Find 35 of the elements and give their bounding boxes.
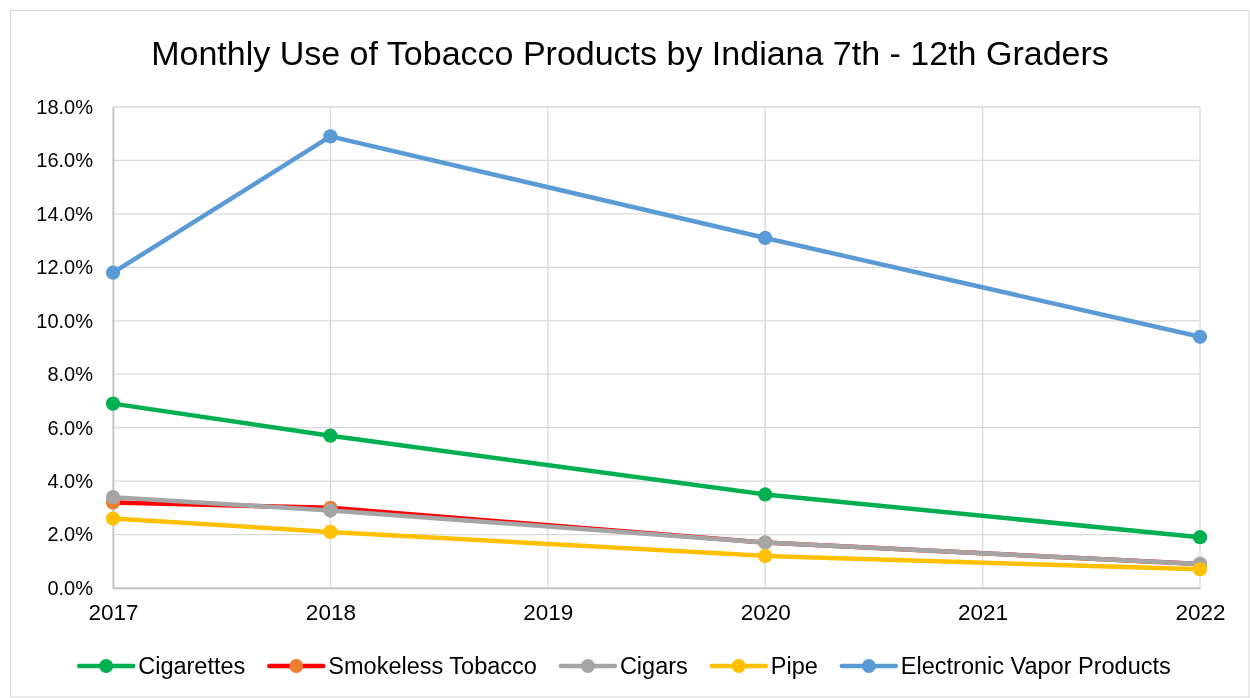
y-tick-label: 18.0% — [36, 95, 94, 118]
y-tick-label: 0.0% — [47, 576, 94, 599]
y-tick-label: 16.0% — [36, 149, 94, 172]
y-tick-label: 12.0% — [36, 256, 94, 279]
x-tick-label: 2021 — [958, 599, 1009, 625]
x-tick-label: 2017 — [88, 599, 139, 625]
x-tick-label: 2020 — [740, 599, 791, 625]
legend-label: Electronic Vapor Products — [900, 653, 1171, 680]
x-tick-label: 2018 — [305, 599, 356, 625]
x-tick-label: 2022 — [1175, 599, 1226, 625]
y-tick-label: 4.0% — [47, 470, 94, 493]
y-tick-label: 2.0% — [47, 523, 94, 546]
point — [758, 487, 773, 502]
point — [105, 490, 121, 505]
y-tick-label: 6.0% — [47, 416, 94, 439]
point — [105, 265, 121, 280]
point — [1192, 329, 1208, 344]
legend-label: Cigars — [619, 653, 688, 680]
point — [1192, 530, 1208, 545]
point — [323, 129, 338, 144]
y-tick-label: 14.0% — [36, 202, 94, 225]
legend-label: Cigarettes — [138, 653, 246, 680]
point — [105, 511, 121, 526]
point — [1192, 562, 1208, 577]
point — [758, 230, 773, 246]
legend-label: Pipe — [770, 653, 818, 680]
chart-title: Monthly Use of Tobacco Products by Indiana 7th - 12th Graders — [151, 34, 1109, 72]
point — [105, 396, 121, 411]
legend-label: Smokeless Tobacco — [328, 653, 537, 680]
point — [323, 524, 338, 540]
y-tick-label: 10.0% — [36, 309, 94, 332]
point — [758, 548, 773, 564]
x-tick-label: 2019 — [523, 599, 574, 625]
point — [323, 428, 338, 443]
y-tick-label: 8.0% — [47, 363, 94, 386]
